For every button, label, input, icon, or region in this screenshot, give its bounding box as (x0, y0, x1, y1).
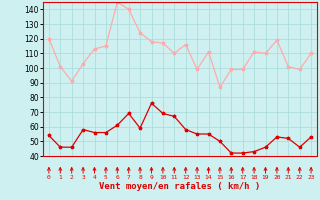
X-axis label: Vent moyen/en rafales ( km/h ): Vent moyen/en rafales ( km/h ) (100, 182, 260, 191)
